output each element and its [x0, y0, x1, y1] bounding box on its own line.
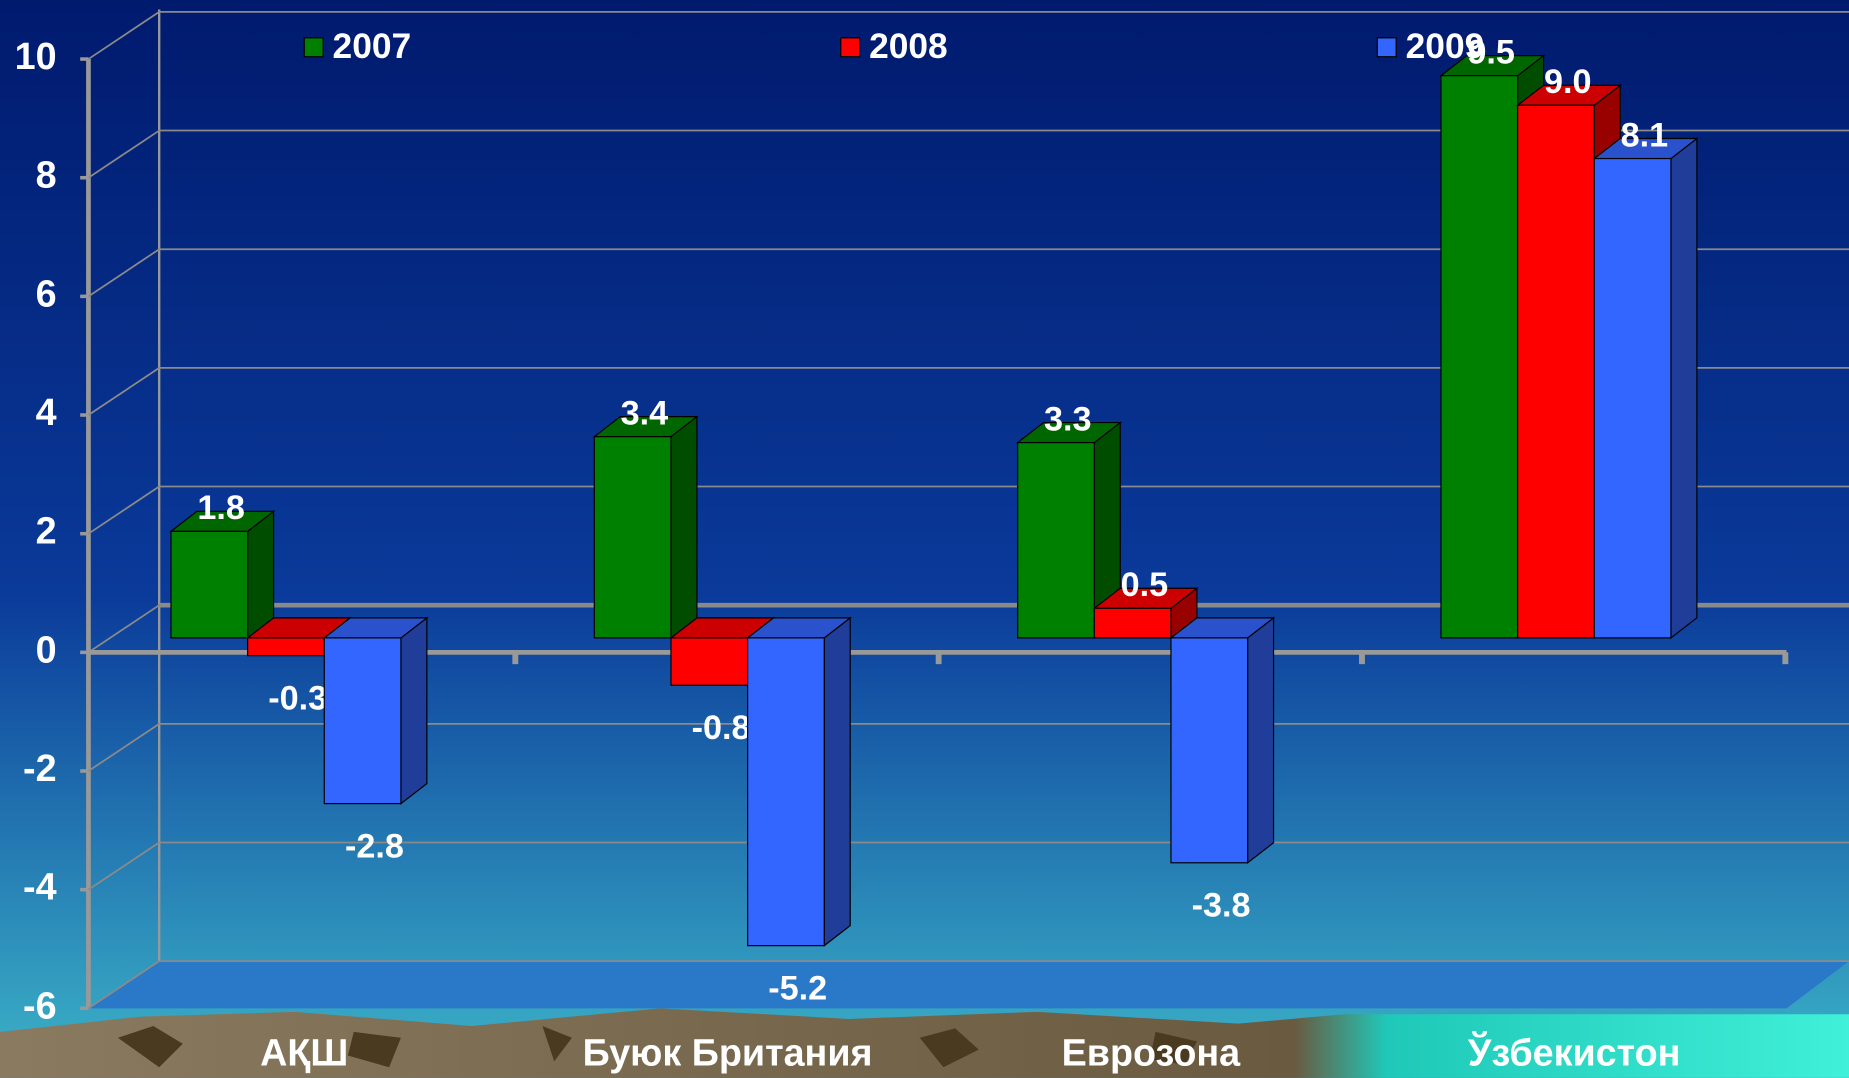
x-tick-label: Буюк Британия	[583, 1031, 873, 1073]
data-label: -3.8	[1192, 887, 1251, 925]
legend-swatch	[841, 38, 860, 57]
y-tick-label: 4	[36, 391, 57, 433]
bar	[671, 638, 748, 685]
y-tick-label: 6	[36, 272, 57, 314]
y-tick-label: 10	[15, 35, 57, 77]
legend-swatch	[304, 38, 323, 57]
data-label: 9.0	[1544, 63, 1592, 101]
legend-swatch	[1377, 38, 1396, 57]
bar	[324, 638, 401, 804]
bar-side	[1248, 618, 1274, 863]
bar-side	[401, 618, 427, 804]
bar	[748, 638, 825, 946]
data-label: -0.3	[268, 680, 327, 718]
bar	[1018, 443, 1095, 638]
bar	[1441, 76, 1518, 638]
y-tick-label: 8	[36, 154, 57, 196]
bar-side	[671, 417, 697, 638]
legend-label: 2008	[869, 27, 948, 66]
bar	[1518, 105, 1595, 638]
y-tick-label: 0	[36, 628, 57, 670]
bar	[594, 437, 671, 638]
data-label: 1.8	[197, 489, 245, 527]
y-tick-label: -6	[23, 984, 57, 1026]
data-label: 3.3	[1044, 400, 1092, 438]
data-label: -0.8	[692, 709, 751, 747]
floor	[88, 961, 1849, 1008]
bar-side	[1671, 138, 1697, 637]
bar	[171, 531, 248, 638]
x-tick-label: Ўзбекистон	[1467, 1031, 1680, 1073]
bar	[1094, 608, 1171, 638]
x-tick-label: Еврозона	[1062, 1031, 1242, 1073]
legend-label: 2009	[1406, 27, 1485, 66]
data-label: 8.1	[1621, 116, 1669, 154]
bar-side	[248, 511, 274, 638]
data-label: 0.5	[1121, 566, 1169, 604]
chart: -6 -4 -2 0 2 4 6 8 10 АҚШ 1.8 -0.3 -2.8 Буюк Британия…	[0, 0, 1849, 1078]
page: {"chart_data":{"type":"bar3d", "categori…	[0, 0, 1849, 1078]
bar	[248, 638, 325, 656]
data-label: -2.8	[345, 827, 404, 865]
y-tick-label: 2	[36, 510, 57, 552]
y-tick-label: -2	[23, 747, 57, 789]
data-label: -5.2	[768, 969, 827, 1007]
y-tick-label: -4	[23, 866, 57, 908]
bar	[1171, 638, 1248, 863]
legend-label: 2007	[333, 27, 412, 66]
data-label: 3.4	[621, 394, 669, 432]
bar-side	[824, 618, 850, 946]
x-tick-label: АҚШ	[260, 1031, 348, 1073]
bar	[1594, 159, 1671, 638]
